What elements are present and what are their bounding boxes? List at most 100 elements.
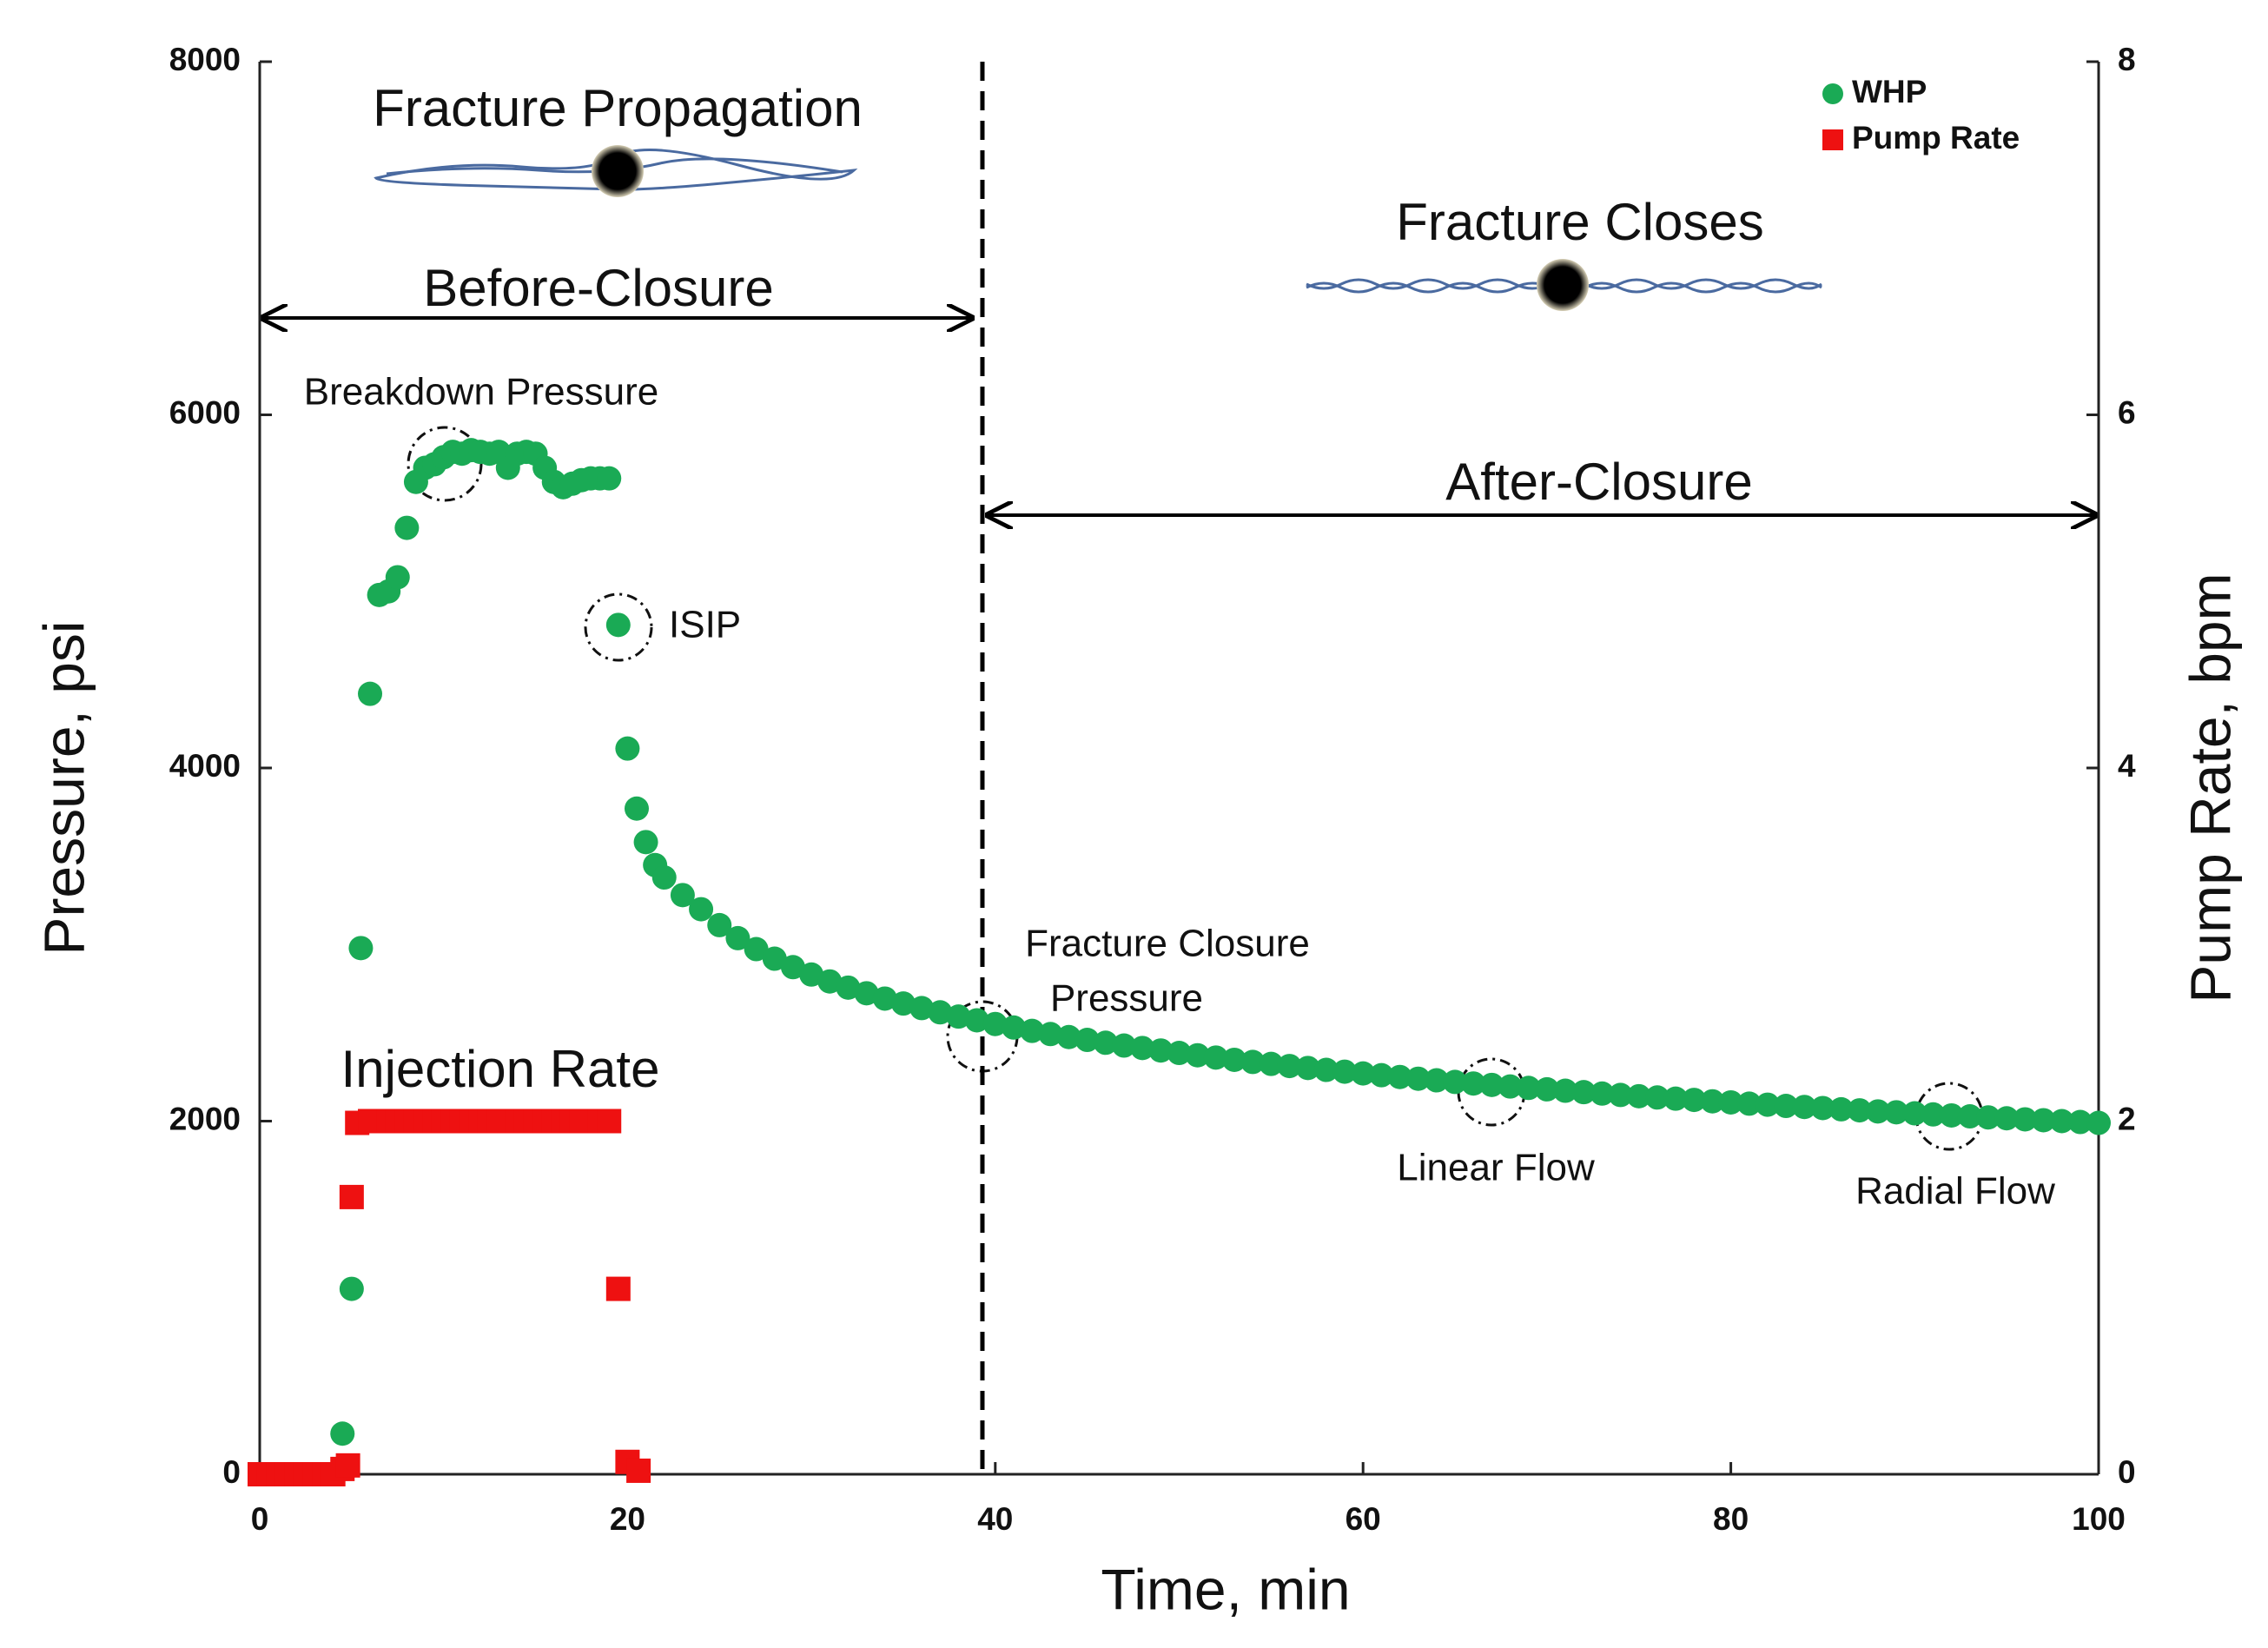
point bbox=[890, 991, 916, 1016]
point bbox=[1479, 1072, 1504, 1097]
point bbox=[1975, 1105, 2000, 1130]
point bbox=[1387, 1064, 1412, 1089]
point bbox=[1111, 1033, 1136, 1058]
point bbox=[385, 565, 410, 590]
y2-tick-label: 8 bbox=[2118, 42, 2136, 77]
point bbox=[1608, 1082, 1633, 1108]
point bbox=[1718, 1089, 1743, 1115]
point bbox=[615, 736, 640, 761]
point bbox=[1644, 1085, 1670, 1110]
point bbox=[689, 897, 714, 922]
y-tick-label: 8000 bbox=[169, 42, 241, 77]
point bbox=[348, 936, 374, 961]
point bbox=[1571, 1080, 1597, 1105]
point bbox=[854, 981, 879, 1006]
point bbox=[2086, 1110, 2111, 1135]
x-tick-label: 100 bbox=[2072, 1501, 2126, 1537]
point bbox=[1828, 1096, 1854, 1122]
legend-label: WHP bbox=[1852, 74, 1927, 109]
point bbox=[1332, 1059, 1358, 1084]
point bbox=[2067, 1109, 2093, 1135]
point bbox=[1590, 1081, 1615, 1106]
point bbox=[1736, 1091, 1762, 1116]
point bbox=[633, 830, 658, 855]
point bbox=[330, 1421, 355, 1446]
point bbox=[1185, 1042, 1210, 1068]
point bbox=[597, 466, 622, 491]
point bbox=[1534, 1076, 1559, 1102]
point bbox=[946, 1004, 971, 1029]
point bbox=[670, 883, 695, 908]
y-tick-label: 0 bbox=[222, 1454, 241, 1490]
point bbox=[624, 796, 649, 821]
point bbox=[1277, 1054, 1302, 1079]
y-axis-label: Pressure, psi bbox=[31, 620, 96, 955]
point bbox=[394, 515, 420, 540]
point bbox=[1626, 1083, 1651, 1109]
point bbox=[1884, 1100, 1909, 1125]
point bbox=[1295, 1056, 1320, 1081]
point bbox=[817, 969, 843, 994]
y-tick-label: 4000 bbox=[169, 748, 241, 784]
point bbox=[626, 1458, 651, 1483]
legend-label: Pump Rate bbox=[1852, 120, 2020, 156]
point bbox=[1921, 1102, 1946, 1127]
point bbox=[1240, 1049, 1266, 1075]
point bbox=[1939, 1102, 1964, 1128]
x-tick-label: 60 bbox=[1346, 1501, 1381, 1537]
point bbox=[1020, 1018, 1045, 1043]
point bbox=[605, 612, 631, 638]
point bbox=[1461, 1071, 1486, 1096]
point bbox=[358, 681, 383, 706]
point bbox=[725, 925, 750, 950]
point bbox=[1443, 1069, 1468, 1095]
point bbox=[982, 1011, 1008, 1036]
x-tick-label: 20 bbox=[610, 1501, 645, 1537]
point bbox=[909, 996, 935, 1021]
x-axis-label: Time, min bbox=[1101, 1557, 1350, 1621]
point bbox=[2031, 1108, 2056, 1133]
point bbox=[1148, 1038, 1174, 1063]
x-tick-label: 40 bbox=[977, 1501, 1013, 1537]
point bbox=[1774, 1094, 1799, 1119]
point bbox=[1865, 1099, 1890, 1124]
legend-marker bbox=[1822, 83, 1843, 104]
point bbox=[1369, 1062, 1394, 1088]
point bbox=[339, 1184, 364, 1209]
point bbox=[651, 865, 677, 890]
x-tick-label: 0 bbox=[251, 1501, 269, 1537]
point bbox=[1498, 1074, 1523, 1099]
point bbox=[872, 986, 897, 1011]
y-tick-label: 6000 bbox=[169, 394, 241, 430]
point bbox=[1056, 1024, 1081, 1049]
point bbox=[799, 962, 824, 987]
annotation: Radial Flow bbox=[1855, 1170, 2055, 1213]
point bbox=[780, 955, 805, 980]
legend-marker bbox=[1822, 129, 1843, 150]
point bbox=[836, 975, 861, 1000]
point bbox=[1259, 1051, 1284, 1076]
y2-tick-label: 0 bbox=[2118, 1454, 2136, 1490]
point bbox=[1792, 1095, 1817, 1120]
annotation: ISIP bbox=[669, 604, 741, 646]
point bbox=[1038, 1022, 1063, 1047]
point bbox=[1130, 1036, 1155, 1061]
point bbox=[1755, 1092, 1780, 1117]
annotation: Injection Rate bbox=[341, 1040, 660, 1098]
x-tick-label: 80 bbox=[1713, 1501, 1749, 1537]
annotation: Fracture Closes bbox=[1396, 193, 1763, 251]
point bbox=[964, 1008, 989, 1033]
point bbox=[1553, 1078, 1578, 1103]
point bbox=[605, 1276, 631, 1301]
point bbox=[1994, 1106, 2020, 1131]
point bbox=[1902, 1101, 1927, 1126]
point bbox=[928, 1000, 953, 1025]
point bbox=[1516, 1076, 1541, 1101]
y2-axis-label: Pump Rate, bpm bbox=[2178, 572, 2242, 1003]
annotation: Breakdown Pressure bbox=[304, 371, 658, 414]
annotation: Pressure bbox=[1050, 977, 1203, 1020]
point bbox=[707, 912, 732, 937]
point bbox=[1074, 1028, 1100, 1053]
point bbox=[1847, 1098, 1872, 1123]
